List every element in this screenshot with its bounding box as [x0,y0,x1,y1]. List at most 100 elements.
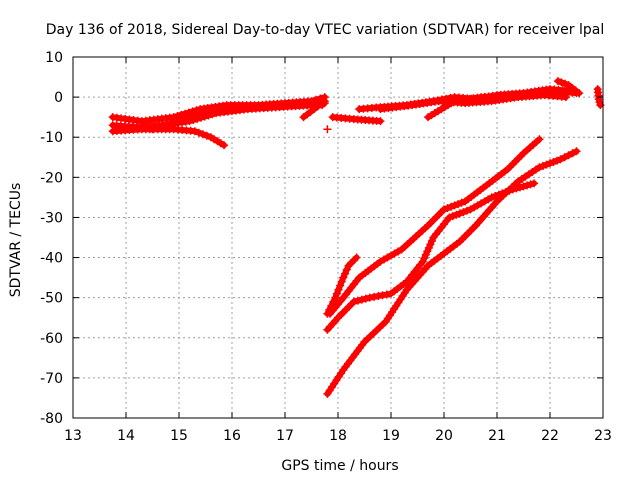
data-point [341,269,350,278]
series-track-p [323,147,581,398]
data-point [194,128,203,137]
data-point [421,250,430,259]
data-point [447,202,456,211]
data-point [526,180,535,189]
data-point [148,125,157,134]
data-point [320,97,329,106]
data-point [329,297,338,306]
y-tick-label: -80 [40,411,63,427]
series-track-j [424,87,581,122]
data-point [418,257,427,266]
data-point [190,127,199,136]
data-point [220,141,229,150]
data-point [535,163,544,172]
y-tick-label: -30 [40,210,63,226]
data-point [530,179,539,188]
data-point [424,243,433,252]
x-tick-label: 23 [594,428,612,444]
data-point [365,293,374,302]
y-tick-label: -60 [40,331,63,347]
data-point [445,213,454,222]
data-point [342,265,351,274]
data-point [163,120,172,129]
data-point [336,281,345,290]
series-track-k [553,77,584,98]
data-point [455,209,464,218]
data-point [171,118,180,127]
data-point [427,236,436,245]
data-point [352,253,361,262]
data-point [156,122,165,131]
data-point [186,113,195,122]
data-point [152,124,161,133]
data-point [519,182,528,191]
data-point [323,125,332,134]
y-tick-label: 0 [54,90,63,106]
grid-layer [73,57,603,418]
y-tick-label: -10 [40,130,63,146]
data-point [538,161,547,170]
y-tick-label: 10 [45,50,63,66]
data-point [443,204,452,213]
data-point [378,291,387,300]
data-point [457,198,466,207]
data-point [182,114,191,123]
data-point [159,121,168,130]
x-tick-label: 14 [117,428,135,444]
data-point [374,292,383,301]
data-point [549,157,558,166]
data-point [546,159,554,168]
data-point [487,193,496,202]
tick-layer: 13 14 15 16 17 18 19 20 21 22 23 10 0 -10 -20 -30 -40 -50… [40,50,612,444]
data-point [557,78,566,87]
data-point [420,254,429,263]
data-point [440,205,448,214]
data-point [376,117,385,126]
data-point [339,273,348,282]
series-track-c [108,125,229,150]
y-axis-label: SDTVAR / TECUs [8,183,24,298]
x-tick-label: 16 [223,428,241,444]
data-point [542,160,551,169]
data-point [491,192,500,201]
data-point [349,297,358,306]
series-track-g [328,113,385,126]
data-point [190,112,199,121]
data-point [175,117,183,126]
data-point [450,201,459,210]
data-point [523,181,532,190]
data-point [426,240,435,249]
series-track-o [323,179,539,334]
x-tick-label: 22 [541,428,559,444]
series-track-m [323,253,361,318]
data-point [572,147,581,156]
x-tick-label: 15 [170,428,188,444]
chart-title: Day 136 of 2018, Sidereal Day-to-day VTE… [46,22,604,38]
data-point [535,135,544,144]
data-point [382,290,391,299]
series-track-e [299,97,329,122]
x-tick-label: 20 [435,428,453,444]
data-point [448,212,457,221]
data-point [193,111,202,120]
data-point [334,285,343,294]
x-tick-label: 13 [64,428,82,444]
data-point [178,116,187,125]
y-tick-label: -50 [40,291,63,307]
data-point [361,294,370,303]
x-axis-label: GPS time / hours [281,458,398,474]
series-track-f [323,125,332,134]
data-point [370,292,379,301]
data-point [198,130,207,139]
y-tick-label: -70 [40,371,63,387]
data-point [337,277,346,286]
data-point [167,119,176,128]
data-point [452,210,461,219]
data-layer [108,77,605,398]
data-point [459,208,468,217]
data-point [423,247,432,256]
x-tick-label: 17 [276,428,294,444]
y-tick-label: -20 [40,170,63,186]
data-point [197,110,206,119]
